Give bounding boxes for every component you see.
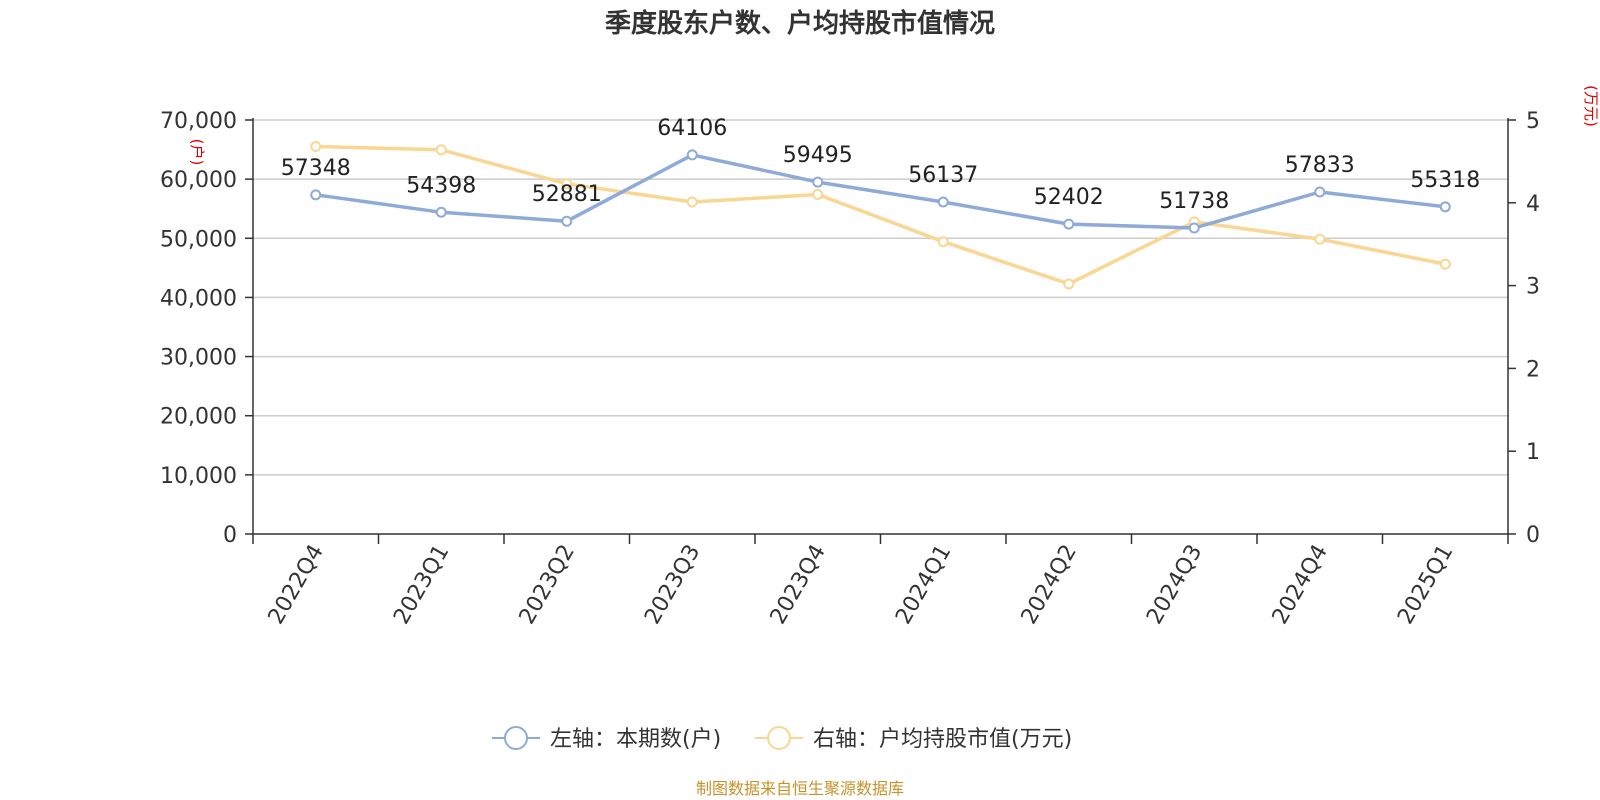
left-axis-tick-label: 40,000 — [160, 286, 237, 311]
right-axis-tick-label: 2 — [1526, 357, 1540, 382]
data-point-avg-value — [561, 178, 573, 190]
right-axis-tick-label: 5 — [1526, 109, 1540, 134]
gridlines — [253, 119, 1508, 476]
x-axis-category-label: 2022Q4 — [264, 541, 329, 629]
legend: 左轴：本期数(户) 右轴：户均持股市值(万元) — [492, 726, 1072, 752]
source-note: 制图数据来自恒生聚源数据库 — [696, 779, 904, 798]
x-axis-category-label: 2025Q1 — [1393, 541, 1458, 629]
right-axis-tick-label: 4 — [1526, 192, 1540, 217]
data-point-avg-value — [1439, 258, 1451, 270]
left-axis-tick-label: 10,000 — [160, 464, 237, 489]
left-axis-tick-label: 50,000 — [160, 227, 237, 252]
right-axis-tick-label: 3 — [1526, 275, 1540, 300]
series-line-holders — [315, 153, 1446, 230]
x-axis-category-label: 2024Q2 — [1017, 541, 1082, 629]
data-label: 54398 — [406, 173, 476, 198]
chart-title: 季度股东户数、户均持股市值情况 — [605, 8, 995, 39]
series-line-avg-value — [315, 144, 1446, 286]
data-label: 56137 — [908, 163, 978, 188]
data-label: 64106 — [657, 116, 727, 141]
data-point-holders — [686, 149, 698, 161]
data-point-holders — [1188, 222, 1200, 234]
left-axis-tick-label: 0 — [223, 523, 237, 548]
series-layer — [310, 140, 1451, 290]
data-point-holders — [435, 206, 447, 218]
left-axis-tick-label: 70,000 — [160, 109, 237, 134]
x-axis-category-label: 2023Q3 — [640, 541, 705, 629]
legend-label: 左轴：本期数(户) — [550, 727, 721, 752]
data-point-holders — [1314, 186, 1326, 198]
data-point-avg-value — [1063, 278, 1075, 290]
data-label: 57348 — [281, 156, 351, 181]
left-axis-tick-label: 30,000 — [160, 346, 237, 371]
x-axis-category-label: 2024Q1 — [891, 541, 956, 629]
left-axis-tick-label: 20,000 — [160, 405, 237, 430]
left-axis-unit: (户) — [188, 139, 206, 166]
x-axis-category-label: 2024Q4 — [1268, 541, 1333, 629]
right-axis-tick-label: 0 — [1526, 523, 1540, 548]
data-point-holders — [812, 176, 824, 188]
legend-marker — [504, 726, 528, 750]
data-point-avg-value — [310, 140, 322, 152]
data-label: 59495 — [783, 143, 853, 168]
right-axis-unit: (万元) — [1582, 85, 1600, 127]
legend-item: 右轴：户均持股市值(万元) — [755, 726, 1072, 752]
data-point-holders — [937, 196, 949, 208]
legend-marker — [767, 726, 791, 750]
data-label: 52881 — [532, 182, 602, 207]
data-label: 51738 — [1159, 189, 1229, 214]
data-label: 55318 — [1410, 168, 1480, 193]
data-point-avg-value — [1314, 233, 1326, 245]
x-axis-category-label: 2023Q1 — [389, 541, 454, 629]
data-point-avg-value — [812, 189, 824, 201]
data-labels-layer: 57348 54398 52881 64106 59495 56137 52402 51738… — [281, 116, 1481, 214]
x-axis-category-label: 2024Q3 — [1142, 541, 1207, 629]
data-point-avg-value — [686, 196, 698, 208]
data-point-holders — [310, 189, 322, 201]
right-axis-tick-label: 1 — [1526, 440, 1540, 465]
data-point-avg-value — [937, 236, 949, 248]
left-axis-tick-label: 60,000 — [160, 168, 237, 193]
data-point-avg-value — [435, 144, 447, 156]
legend-label: 右轴：户均持股市值(万元) — [813, 727, 1072, 752]
data-point-holders — [1063, 218, 1075, 230]
x-axis-category-label: 2023Q4 — [766, 541, 831, 629]
data-label: 52402 — [1034, 185, 1104, 210]
data-point-holders — [561, 215, 573, 227]
x-axis-category-label: 2023Q2 — [515, 541, 580, 629]
data-label: 57833 — [1285, 153, 1355, 178]
legend-item: 左轴：本期数(户) — [492, 726, 721, 752]
data-point-holders — [1439, 201, 1451, 213]
